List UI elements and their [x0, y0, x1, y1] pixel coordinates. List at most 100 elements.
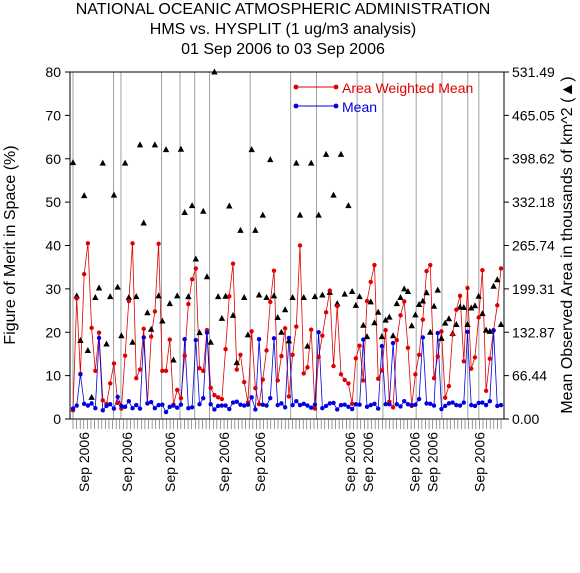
area-point-41: [222, 292, 229, 299]
mean-point-3: [81, 401, 87, 407]
area-point-72: [337, 150, 345, 157]
y-tick-label-0: 0: [53, 411, 61, 427]
area-point-83: [378, 333, 386, 340]
awm-point-76: [353, 356, 359, 361]
area-point-11: [110, 191, 118, 198]
area-point-35: [200, 207, 207, 214]
area-point-114: [494, 276, 501, 283]
awm-point-106: [465, 285, 470, 291]
area-point-53: [267, 156, 274, 163]
awm-point-6: [93, 368, 98, 374]
mean-point-20: [145, 401, 150, 406]
mean-point-35: [201, 395, 206, 401]
awm-point-25: [163, 368, 169, 374]
area-point-2: [77, 336, 84, 343]
mean-point-92: [413, 402, 418, 407]
awm-point-72: [338, 372, 344, 377]
mean-point-66: [316, 330, 321, 335]
mean-point-70: [331, 400, 336, 406]
y2-tick-label-3: 199.31: [512, 281, 555, 297]
x-tick-label-8: Sep 2006: [425, 432, 441, 492]
mean-point-95: [424, 401, 429, 406]
mean-point-25: [163, 409, 169, 415]
mean-point-80: [368, 402, 373, 408]
awm-point-17: [134, 376, 139, 381]
awm-point-114: [495, 303, 500, 308]
x-tick-label-4: Sep 2006: [252, 432, 268, 492]
area-point-61: [296, 211, 304, 218]
y-tick-label-1: 10: [45, 368, 61, 384]
area-point-81: [371, 319, 378, 326]
area-point-110: [479, 310, 486, 317]
legend-marker-mean-end: [333, 103, 339, 109]
area-point-115: [497, 320, 505, 327]
mean-point-16: [130, 405, 135, 411]
area-point-90: [404, 287, 412, 294]
area-point-28: [174, 292, 181, 299]
area-point-93: [415, 300, 423, 307]
area-point-67: [319, 291, 326, 298]
awm-point-70: [331, 363, 336, 369]
mean-point-18: [137, 406, 143, 411]
area-point-44: [233, 359, 240, 366]
mean-point-32: [189, 405, 195, 410]
mean-point-55: [275, 402, 280, 408]
area-point-101: [445, 315, 453, 322]
awm-point-11: [111, 361, 117, 366]
awm-point-15: [126, 298, 132, 304]
awm-point-30: [182, 353, 187, 358]
awm-point-10: [108, 381, 113, 386]
mean-point-13: [119, 403, 124, 409]
series-line-area-weighted-mean: [72, 243, 502, 411]
mean-point-21: [148, 399, 154, 405]
area-point-20: [144, 309, 151, 316]
area-point-34: [196, 329, 203, 336]
area-point-37: [207, 338, 214, 345]
mean-point-72: [338, 402, 344, 408]
awm-point-81: [372, 262, 377, 268]
y2-tick-label-1: 66.44: [512, 368, 547, 384]
area-point-64: [307, 159, 315, 166]
series-marks: [69, 68, 505, 415]
awm-point-71: [335, 304, 340, 309]
mean-point-8: [100, 408, 105, 413]
awm-point-26: [167, 337, 172, 342]
y2-axis-label: Mean Observed Area in thousands of km^2 …: [559, 76, 576, 413]
area-point-92: [412, 311, 419, 318]
awm-point-29: [178, 395, 184, 401]
awm-point-50: [256, 402, 262, 407]
area-point-51: [259, 211, 267, 218]
awm-point-60: [294, 324, 299, 329]
x-tick-label-3: Sep 2006: [216, 432, 232, 492]
awm-point-34: [197, 366, 202, 371]
mean-point-23: [156, 402, 161, 408]
area-point-91: [408, 322, 415, 329]
mean-point-93: [416, 396, 422, 402]
area-point-65: [311, 293, 319, 300]
area-point-82: [374, 308, 382, 315]
area-point-95: [423, 289, 430, 296]
awm-point-40: [219, 396, 225, 402]
awm-point-65: [312, 406, 318, 411]
x-tick-label-9: Sep 2006: [471, 432, 487, 492]
mean-point-91: [409, 402, 414, 408]
awm-point-68: [323, 310, 329, 315]
awm-point-54: [271, 268, 277, 273]
awm-point-87: [394, 337, 399, 343]
chart-title-line-3: 01 Sep 2006 to 03 Sep 2006: [181, 41, 385, 58]
awm-point-14: [122, 353, 128, 358]
awm-point-86: [390, 405, 396, 410]
mean-point-45: [238, 402, 243, 407]
mean-point-40: [219, 403, 225, 408]
area-point-18: [136, 141, 144, 148]
awm-point-112: [487, 356, 493, 361]
mean-point-42: [227, 406, 232, 412]
awm-point-78: [361, 378, 366, 383]
y2-tick-label-6: 398.62: [512, 151, 555, 167]
area-point-54: [270, 292, 278, 299]
awm-point-19: [141, 326, 146, 331]
vertical-separators: [72, 72, 480, 419]
area-point-4: [84, 346, 92, 353]
mean-point-88: [398, 404, 403, 409]
